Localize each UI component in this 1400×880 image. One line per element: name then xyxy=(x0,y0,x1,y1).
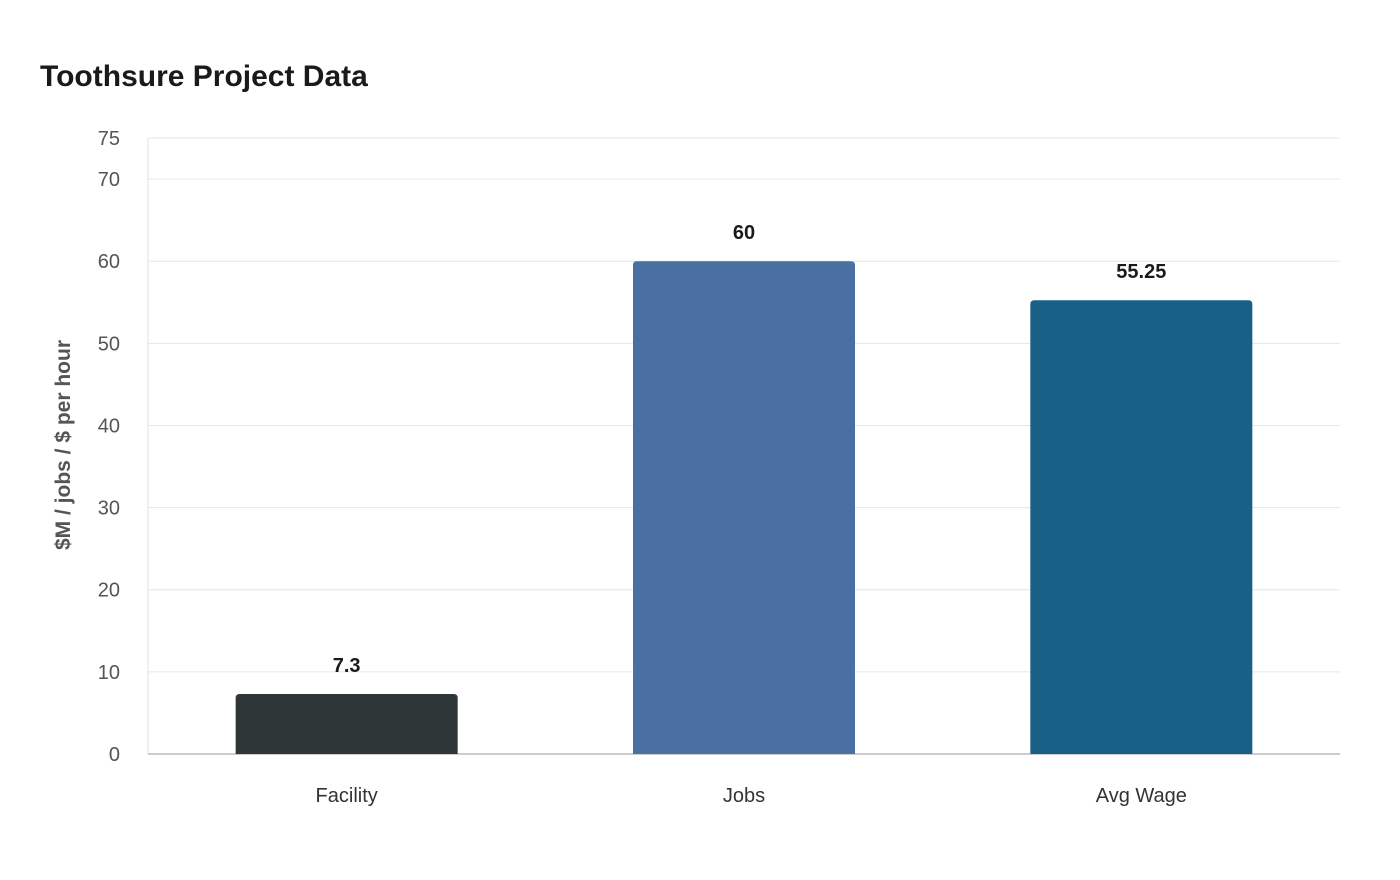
data-label: 7.3 xyxy=(333,655,361,677)
data-labels: 7.3 60 55.25 xyxy=(333,222,1167,677)
y-tick-label: 20 xyxy=(98,580,120,602)
bar-avg-wage xyxy=(1030,300,1253,754)
x-tick-labels: Facility Jobs Avg Wage xyxy=(316,785,1187,807)
chart-title: Toothsure Project Data xyxy=(40,60,368,93)
y-tick-label: 40 xyxy=(98,415,120,437)
x-tick-label: Avg Wage xyxy=(1096,785,1187,807)
y-tick-labels: 0 10 20 30 40 50 60 70 75 xyxy=(98,128,120,766)
x-tick-label: Jobs xyxy=(723,785,765,807)
y-axis-title: $M / jobs / $ per hour xyxy=(52,340,75,550)
x-tick-label: Facility xyxy=(316,785,378,807)
y-tick-label: 0 xyxy=(109,744,120,766)
bar-facility xyxy=(235,694,458,754)
y-tick-label: 30 xyxy=(98,498,120,520)
y-tick-label: 10 xyxy=(98,662,120,684)
y-tick-label: 50 xyxy=(98,333,120,355)
y-tick-label: 60 xyxy=(98,251,120,273)
data-label: 55.25 xyxy=(1116,261,1166,283)
bar-jobs xyxy=(633,261,855,754)
y-tick-label: 70 xyxy=(98,169,120,191)
bars xyxy=(235,261,1253,754)
data-label: 60 xyxy=(733,222,755,244)
y-tick-label: 75 xyxy=(98,128,120,150)
